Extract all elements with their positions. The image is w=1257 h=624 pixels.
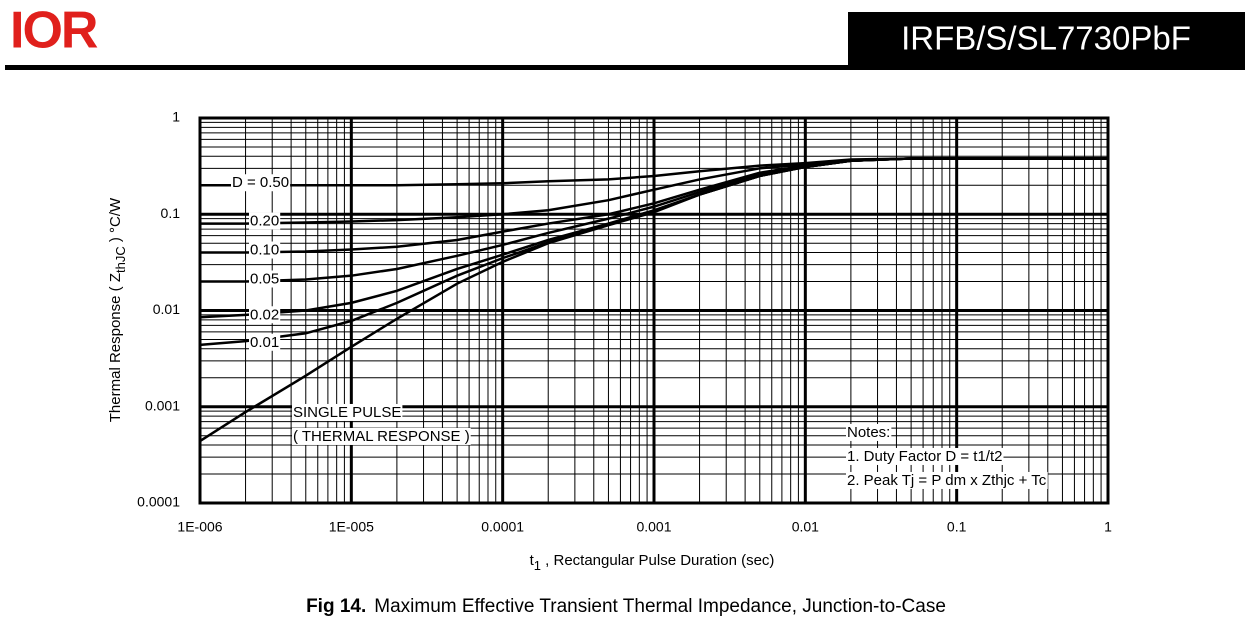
note: 1. Duty Factor D = t1/t2 <box>847 448 1002 465</box>
series-label-bg <box>231 174 291 192</box>
y-tick-label: 1 <box>172 109 180 125</box>
note-bg <box>846 471 1048 489</box>
y-label-rest: ) °C/W <box>107 197 124 246</box>
x-label-text: t <box>530 552 535 569</box>
series-label: D = 0.50 <box>232 174 289 191</box>
x-label-rest: , Rectangular Pulse Duration (sec) <box>541 552 774 569</box>
note: 2. Peak Tj = P dm x Zthjc + Tc <box>847 472 1047 489</box>
series-label-bg <box>249 306 281 324</box>
y-label-text: Thermal Response ( Z <box>107 273 124 422</box>
caption-label: Fig 14. <box>306 596 366 617</box>
series-label-bg <box>249 212 281 230</box>
note: Notes: <box>847 424 890 441</box>
x-tick-label: 0.0001 <box>481 519 524 535</box>
annotation-bg <box>292 427 471 445</box>
series-label: 0.01 <box>250 334 279 351</box>
note-bg <box>846 447 1004 465</box>
part-number-box <box>848 12 1245 68</box>
series-label: 0.20 <box>250 213 279 230</box>
y-tick-label: 0.001 <box>145 397 180 413</box>
caption: Fig 14. Maximum Effective Transient Therm… <box>306 596 946 617</box>
x-tick-label: 0.001 <box>636 519 671 535</box>
series-label: 0.02 <box>250 306 279 323</box>
x-tick-label: 0.1 <box>947 519 967 535</box>
x-label-sub: 1 <box>534 558 541 573</box>
y-tick-label: 0.1 <box>161 205 181 221</box>
annotation: ( THERMAL RESPONSE ) <box>293 428 470 445</box>
caption-text: Maximum Effective Transient Thermal Impe… <box>374 596 946 617</box>
y-axis-label: Thermal Response ( ZthJC ) °C/W <box>107 197 128 422</box>
y-label-sub: thJC <box>113 246 128 273</box>
header-rule <box>5 65 1245 70</box>
y-tick-label: 0.01 <box>153 301 180 317</box>
y-tick-label: 0.0001 <box>137 494 180 510</box>
x-axis-label: t1 , Rectangular Pulse Duration (sec) <box>530 552 775 573</box>
plot-frame <box>198 116 1110 505</box>
part-number: IRFB/S/SL7730PbF <box>901 20 1191 57</box>
x-tick-label: 0.01 <box>792 519 819 535</box>
x-tick-label: 1 <box>1104 519 1112 535</box>
series-label: 0.05 <box>250 270 279 287</box>
series-label-bg <box>249 270 281 288</box>
note-bg <box>846 423 892 441</box>
series-label-bg <box>249 241 281 259</box>
x-tick-label: 1E-006 <box>177 519 222 535</box>
x-tick-label: 1E-005 <box>329 519 374 535</box>
series-line <box>199 157 1108 443</box>
series-label-bg <box>292 403 403 421</box>
series-label: SINGLE PULSE <box>293 404 401 421</box>
series-label-bg <box>249 333 281 351</box>
logo: IOR <box>10 2 98 60</box>
series-label: 0.10 <box>250 242 279 259</box>
